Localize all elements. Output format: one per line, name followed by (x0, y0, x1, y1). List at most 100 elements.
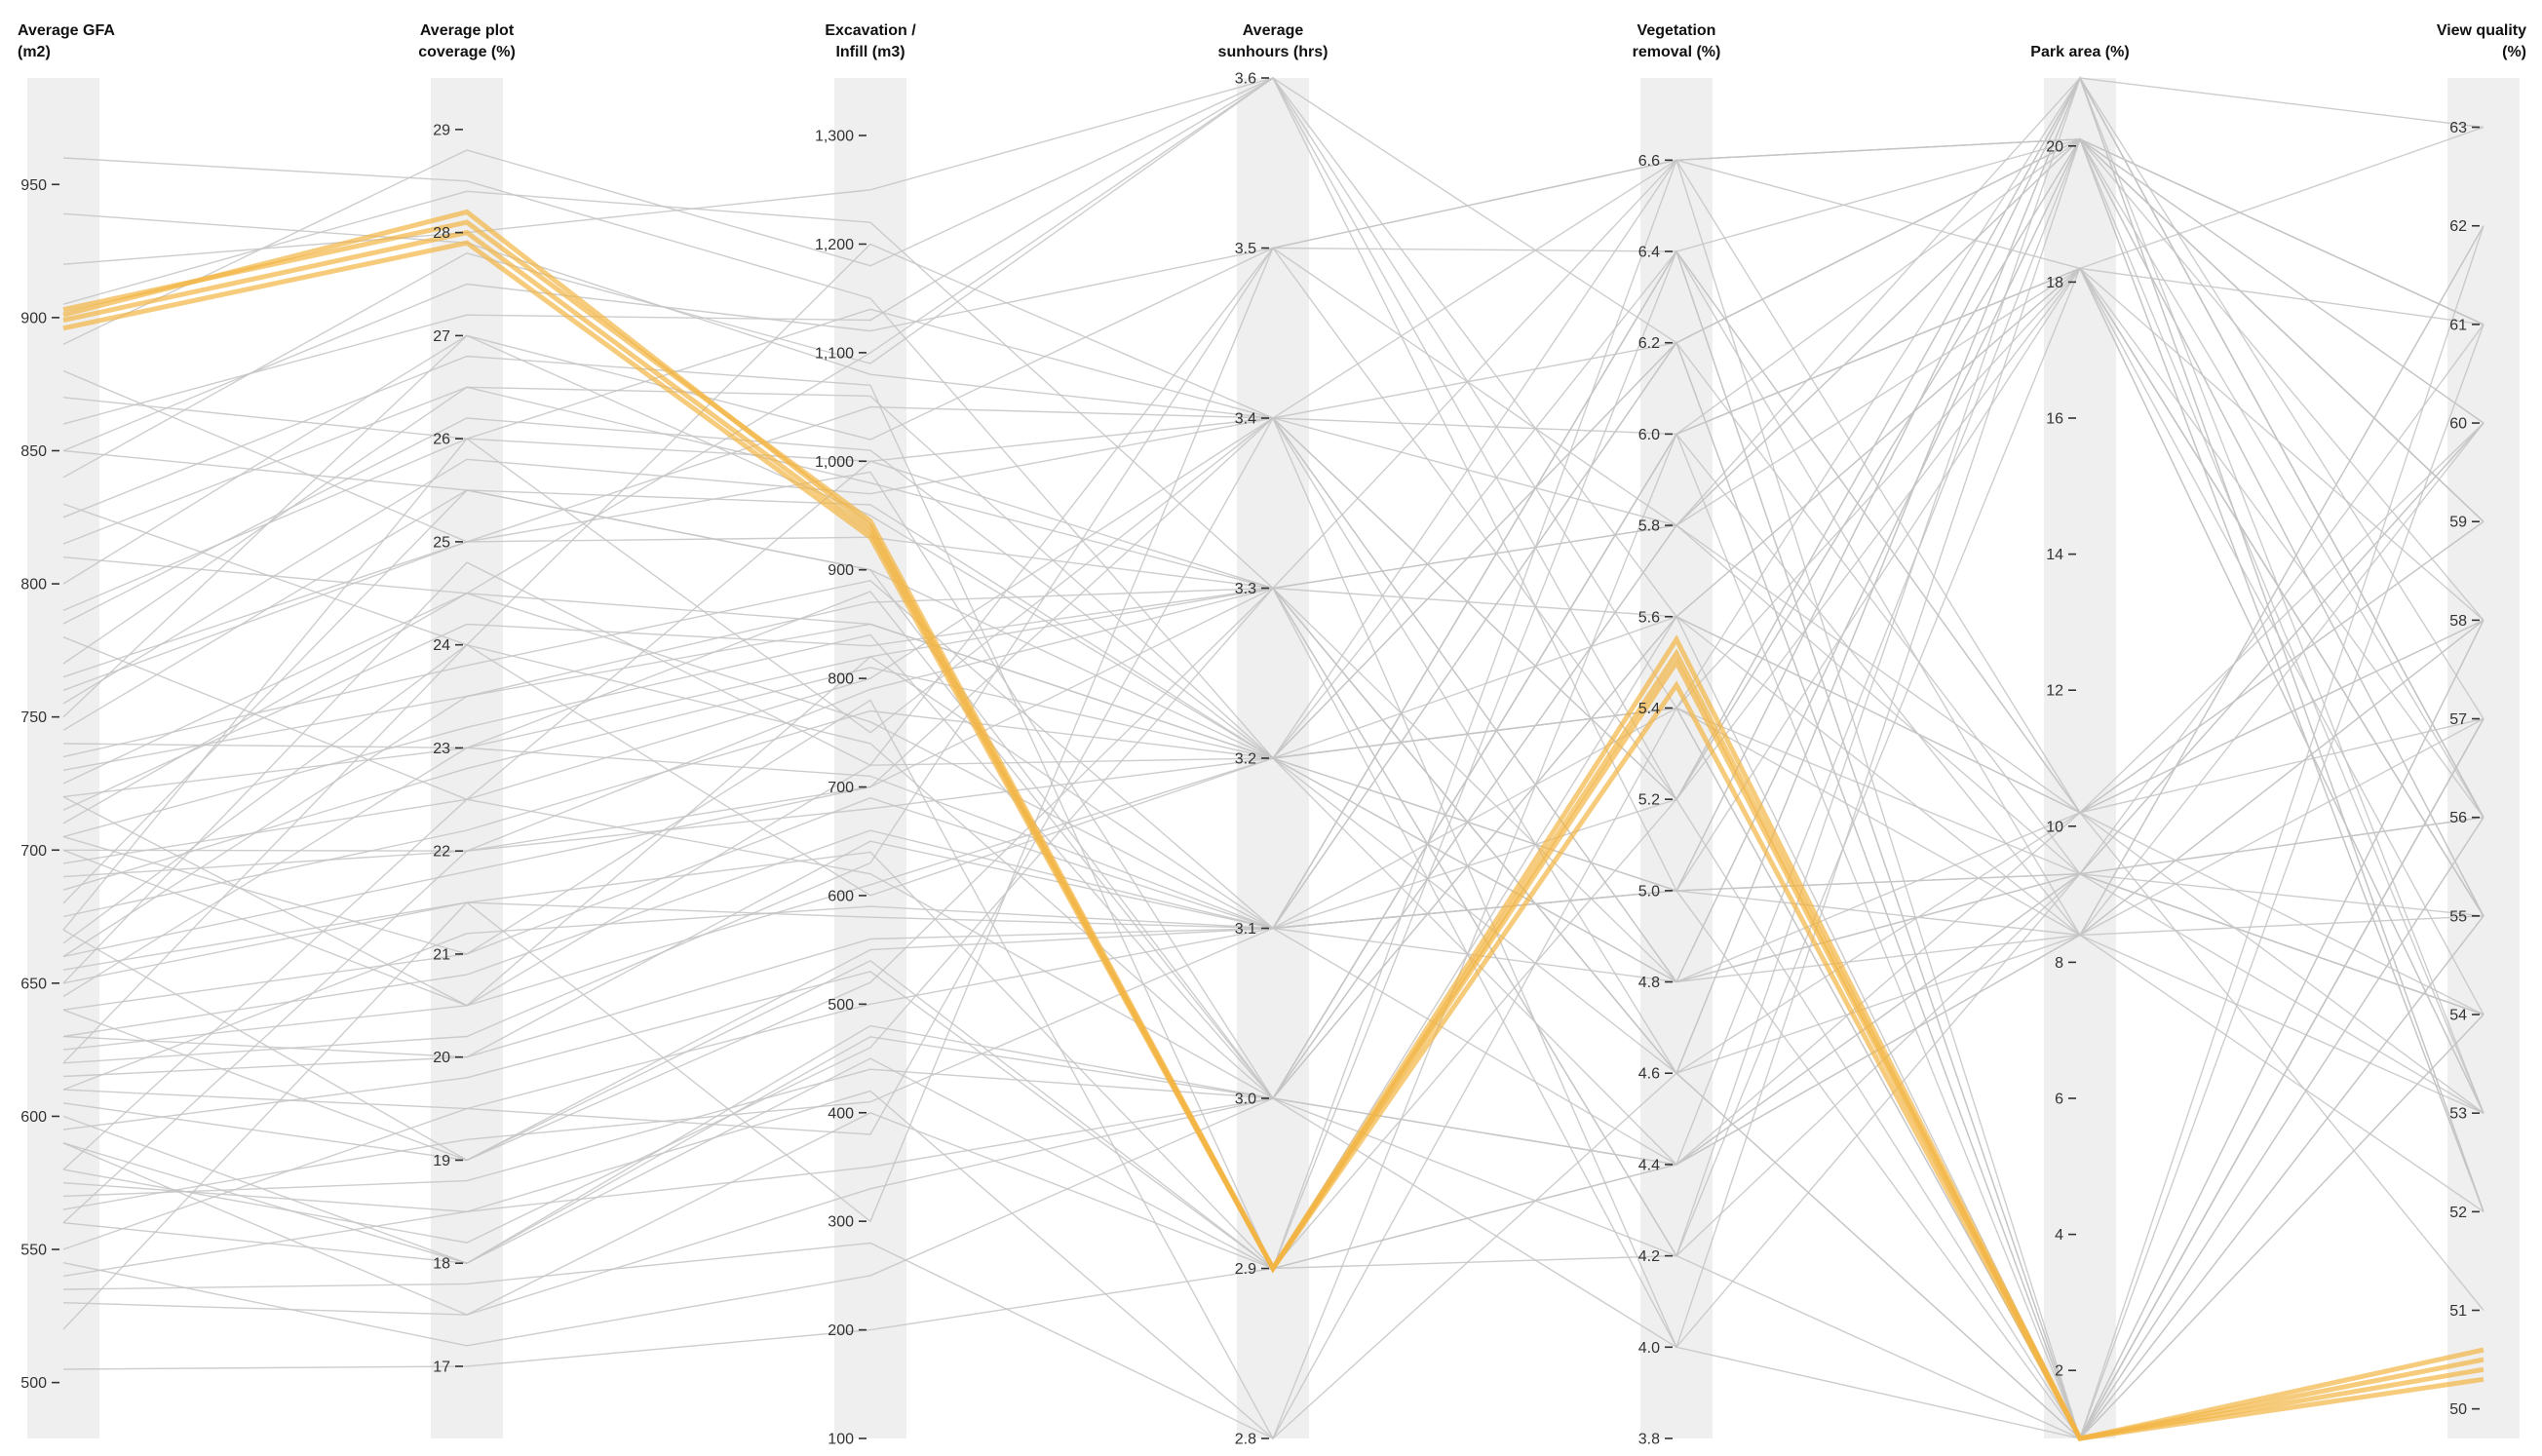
tick-label-exc-11: 1,200 (815, 237, 854, 253)
tick-label-gfa-7: 850 (20, 443, 47, 460)
tick-label-veg-6: 5.0 (1638, 883, 1660, 900)
tick-label-veg-14: 6.6 (1638, 153, 1660, 170)
tick-label-plot-12: 29 (433, 122, 450, 138)
axis-park: Park area (%) 2 4 6 8 10 12 14 16 18 20 (2030, 44, 2129, 1380)
tick-label-view-11: 61 (2449, 317, 2467, 333)
tick-label-veg-5: 4.8 (1638, 975, 1660, 991)
tick-label-view-2: 52 (2449, 1205, 2467, 1221)
tick-label-plot-10: 27 (433, 328, 450, 345)
tick-label-gfa-2: 600 (20, 1109, 47, 1126)
tick-label-exc-6: 700 (828, 780, 854, 796)
background-line-78 (62, 76, 2484, 893)
tick-label-plot-5: 22 (433, 844, 450, 861)
tick-label-view-1: 51 (2449, 1303, 2467, 1320)
tick-label-plot-0: 17 (433, 1359, 450, 1375)
background-lines (62, 76, 2484, 1440)
axis-band-view (2447, 78, 2520, 1438)
tick-label-veg-4: 4.6 (1638, 1066, 1660, 1083)
tick-label-view-12: 62 (2449, 218, 2467, 235)
tick-label-exc-12: 1,300 (815, 129, 854, 145)
axis-plot: Average plot coverage (%) 17 18 19 20 21 22 23 24… (418, 22, 516, 1375)
axis-band-exc (834, 78, 906, 1438)
axis-title-veg-line-0: Vegetation (1637, 22, 1716, 39)
tick-label-sun-4: 3.2 (1235, 751, 1256, 768)
tick-label-sun-5: 3.3 (1235, 581, 1256, 597)
tick-label-exc-8: 900 (828, 562, 854, 579)
tick-label-plot-7: 24 (433, 637, 450, 654)
tick-label-exc-9: 1,000 (815, 454, 854, 471)
tick-label-view-7: 57 (2449, 711, 2467, 728)
highlight-line-3 (62, 219, 2484, 1441)
axis-title-plot-line-0: Average plot (420, 22, 515, 39)
tick-label-view-13: 63 (2449, 120, 2467, 136)
tick-label-park-4: 10 (2046, 819, 2063, 835)
tick-label-gfa-8: 900 (20, 310, 47, 326)
axis-bands (27, 78, 2520, 1438)
highlighted-lines (62, 209, 2484, 1441)
tick-label-plot-2: 19 (433, 1153, 450, 1169)
axis-title-exc-line-1: Infill (m3) (835, 44, 905, 60)
axis-title-sun-line-0: Average (1243, 22, 1304, 39)
tick-label-park-9: 20 (2046, 138, 2063, 155)
axis-title-sun-line-1: sunhours (hrs) (1218, 44, 1329, 60)
tick-label-veg-12: 6.2 (1638, 335, 1660, 352)
axis-title-view-line-1: (%) (2502, 44, 2526, 60)
tick-label-veg-0: 3.8 (1638, 1432, 1660, 1448)
tick-label-plot-4: 21 (433, 946, 450, 963)
tick-label-veg-3: 4.4 (1638, 1157, 1660, 1173)
background-line-79 (62, 137, 2484, 1210)
axis-veg: Vegetation removal (%) 3.8 4.0 4.2 4.4 4.6 4.8 5… (1633, 22, 1721, 1448)
tick-label-plot-8: 25 (433, 534, 450, 551)
tick-label-view-10: 60 (2449, 416, 2467, 433)
tick-label-sun-8: 3.6 (1235, 71, 1256, 88)
background-line-75 (62, 324, 2484, 1257)
tick-label-veg-2: 4.2 (1638, 1248, 1660, 1265)
tick-label-view-4: 54 (2449, 1008, 2467, 1024)
tick-label-park-5: 12 (2046, 683, 2063, 700)
axes: Average GFA(m2)5005506006507007508008509… (18, 22, 2526, 1448)
tick-label-veg-8: 5.4 (1638, 701, 1660, 717)
tick-label-veg-9: 5.6 (1638, 609, 1660, 626)
tick-label-park-7: 16 (2046, 411, 2063, 428)
tick-label-exc-1: 200 (828, 1322, 854, 1339)
tick-label-veg-11: 6.0 (1638, 427, 1660, 443)
tick-label-plot-1: 18 (433, 1256, 450, 1273)
tick-label-gfa-5: 750 (20, 709, 47, 726)
axis-title-park-line-0: Park area (%) (2030, 44, 2129, 60)
tick-label-gfa-6: 800 (20, 577, 47, 594)
background-line-77 (62, 159, 2484, 1015)
tick-label-sun-3: 3.1 (1235, 921, 1256, 938)
tick-label-gfa-9: 950 (20, 177, 47, 194)
axis-sun: Average sunhours (hrs) 2.8 2.9 3.0 3.1 3.2 3.3 3… (1218, 22, 1329, 1448)
tick-label-veg-13: 6.4 (1638, 245, 1660, 261)
tick-label-veg-7: 5.2 (1638, 792, 1660, 809)
tick-label-plot-6: 23 (433, 741, 450, 757)
tick-label-exc-10: 1,100 (815, 345, 854, 362)
tick-label-exc-5: 600 (828, 888, 854, 904)
tick-label-sun-6: 3.4 (1235, 411, 1256, 428)
tick-label-park-2: 6 (2055, 1092, 2063, 1108)
tick-label-gfa-1: 550 (20, 1243, 47, 1259)
tick-label-park-1: 4 (2055, 1227, 2063, 1244)
tick-label-park-3: 8 (2055, 955, 2063, 972)
tick-label-park-8: 18 (2046, 275, 2063, 291)
axis-title-veg-line-1: removal (%) (1633, 44, 1721, 60)
tick-label-plot-9: 26 (433, 432, 450, 448)
axis-exc: Excavation / Infill (m3) 100 200 300 400 500 60… (815, 22, 916, 1448)
tick-label-exc-2: 300 (828, 1214, 854, 1231)
tick-label-view-0: 50 (2449, 1401, 2467, 1418)
tick-label-sun-0: 2.8 (1235, 1432, 1256, 1448)
axis-band-gfa (27, 78, 99, 1438)
tick-label-park-0: 2 (2055, 1363, 2063, 1380)
tick-label-view-6: 56 (2449, 810, 2467, 826)
tick-label-exc-7: 800 (828, 671, 854, 688)
axis-title-view-line-0: View quality (2437, 22, 2526, 39)
axis-title-plot-line-1: coverage (%) (418, 44, 516, 60)
tick-label-exc-0: 100 (828, 1432, 854, 1448)
tick-label-gfa-4: 700 (20, 843, 47, 860)
tick-label-sun-1: 2.9 (1235, 1261, 1256, 1278)
tick-label-gfa-0: 500 (20, 1375, 47, 1392)
tick-label-plot-11: 28 (433, 225, 450, 242)
